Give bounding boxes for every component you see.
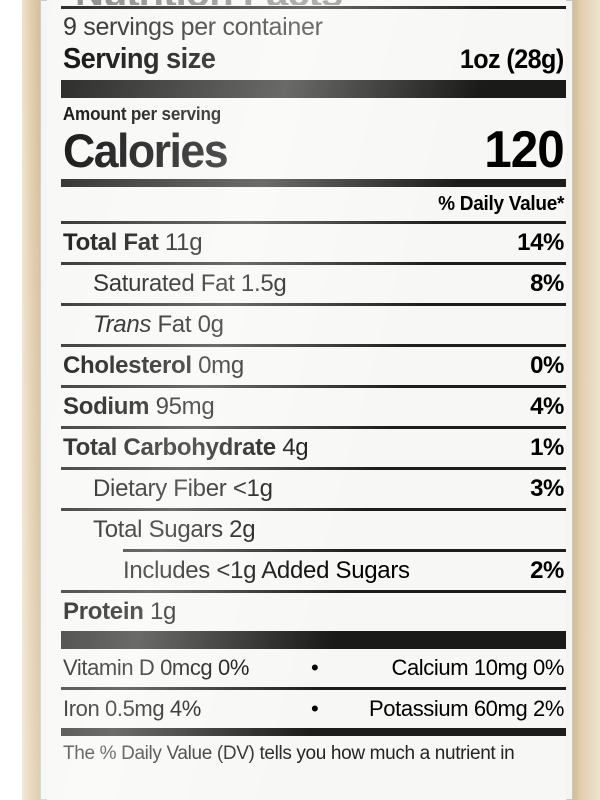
nutrient-name: Dietary Fiber <1g bbox=[93, 474, 273, 502]
nutrient-row: Sodium 95mg 4% bbox=[61, 388, 566, 426]
divider-nutrient-0 bbox=[61, 220, 566, 224]
divider-vitamin-1 bbox=[61, 686, 566, 690]
vitamin-right: Potassium 60mg 2% bbox=[369, 695, 564, 721]
serving-size-row: Serving size 1oz (28g) bbox=[61, 42, 566, 80]
divider-nutrient-3 bbox=[61, 343, 566, 347]
label-content: Nutrition Facts 9 servings per container… bbox=[61, 0, 566, 765]
nutrient-daily-value: 2% bbox=[530, 556, 564, 584]
divider-below-calories bbox=[61, 178, 566, 187]
nutrient-name: Total Fat 11g bbox=[63, 228, 203, 256]
daily-value-footnote: The % Daily Value (DV) tells you how muc… bbox=[63, 742, 515, 764]
nutrient-daily-value: 14% bbox=[517, 228, 564, 256]
vitamin-right: Calcium 10mg 0% bbox=[391, 654, 564, 680]
nutrient-row: Total Fat 11g 14% bbox=[61, 224, 566, 262]
nutrient-name: Total Carbohydrate 4g bbox=[63, 433, 309, 461]
nutrient-daily-value: 3% bbox=[530, 474, 564, 502]
serving-size-label: Serving size bbox=[63, 43, 216, 75]
divider-nutrient-8 bbox=[123, 548, 566, 552]
package-background-left bbox=[22, 0, 44, 800]
nutrient-name: Sodium 95mg bbox=[63, 392, 215, 420]
nutrient-row: Trans Fat 0g bbox=[61, 306, 566, 344]
label-panel-inner: Nutrition Facts 9 servings per container… bbox=[47, 0, 566, 800]
calories-value: 120 bbox=[484, 121, 565, 179]
vitamin-row: Vitamin D 0mcg 0% • Calcium 10mg 0% bbox=[61, 649, 566, 687]
nutrient-name: Includes <1g Added Sugars bbox=[123, 556, 410, 584]
nutrient-name: Saturated Fat 1.5g bbox=[93, 269, 287, 297]
divider-thick-above-vitamins bbox=[61, 630, 566, 649]
divider-nutrient-5 bbox=[61, 425, 566, 429]
divider-top bbox=[61, 6, 566, 9]
nutrient-row: Cholesterol 0mg 0% bbox=[61, 347, 566, 385]
nutrient-daily-value: 1% bbox=[530, 433, 564, 461]
label-panel: Nutrition Facts 9 servings per container… bbox=[40, 0, 573, 800]
nutrient-daily-value: 0% bbox=[530, 351, 564, 379]
nutrient-row: Dietary Fiber <1g 3% bbox=[61, 470, 566, 508]
divider-below-vitamins bbox=[61, 727, 566, 736]
nutrient-daily-value: 4% bbox=[530, 392, 564, 420]
vitamin-left: Iron 0.5mg 4% bbox=[63, 695, 201, 721]
divider-nutrient-6 bbox=[61, 466, 566, 470]
daily-value-header: % Daily Value* bbox=[438, 192, 565, 215]
divider-nutrient-2 bbox=[61, 302, 566, 306]
divider-thick-above-calories bbox=[61, 80, 566, 98]
bullet-separator-icon: • bbox=[311, 695, 319, 721]
nutrient-daily-value: 8% bbox=[530, 269, 564, 297]
nutrient-name: Total Sugars 2g bbox=[93, 515, 256, 543]
nutrient-name: Trans Fat 0g bbox=[93, 310, 224, 338]
nutrient-name: Cholesterol 0mg bbox=[63, 351, 244, 379]
calories-label: Calories bbox=[63, 124, 229, 177]
nutrient-row: Includes <1g Added Sugars 2% bbox=[61, 552, 566, 590]
divider-nutrient-7 bbox=[61, 507, 566, 511]
bullet-separator-icon: • bbox=[311, 654, 319, 680]
vitamin-row: Iron 0.5mg 4% • Potassium 60mg 2% bbox=[61, 690, 566, 728]
package-background-right bbox=[570, 0, 600, 800]
vitamin-left: Vitamin D 0mcg 0% bbox=[63, 654, 249, 680]
divider-nutrient-9 bbox=[61, 589, 566, 593]
nutrient-row: Protein 1g bbox=[61, 593, 566, 631]
amount-per-serving-label: Amount per serving bbox=[62, 104, 222, 124]
calories-row: Calories 120 bbox=[61, 121, 566, 179]
nutrient-row: Total Carbohydrate 4g 1% bbox=[61, 429, 566, 467]
servings-per-container: 9 servings per container bbox=[63, 13, 323, 41]
nutrient-row: Saturated Fat 1.5g 8% bbox=[61, 265, 566, 303]
page-margin bbox=[0, 0, 22, 800]
divider-nutrient-4 bbox=[61, 384, 566, 388]
nutrition-facts-heading-cropped: Nutrition Facts bbox=[75, 0, 580, 5]
nutrient-name: Protein 1g bbox=[63, 597, 177, 625]
nutrient-row: Total Sugars 2g bbox=[61, 511, 566, 549]
divider-nutrient-1 bbox=[61, 261, 566, 265]
serving-size-value: 1oz (28g) bbox=[460, 44, 564, 74]
vitamin-list: Vitamin D 0mcg 0% • Calcium 10mg 0% Iron 0.… bbox=[61, 649, 566, 728]
nutrient-list: Total Fat 11g 14% Saturated Fat 1.5g 8% Tran… bbox=[61, 220, 566, 631]
